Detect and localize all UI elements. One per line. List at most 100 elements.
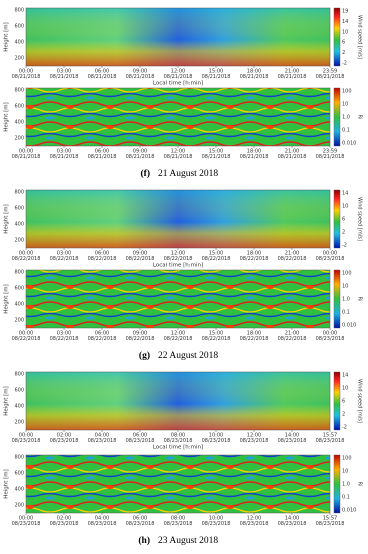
x-tick-date: 08/21/2018	[12, 74, 41, 80]
colorbar-tick-label: 2	[342, 230, 345, 236]
y-tick-label: 400	[14, 120, 24, 126]
x-tick-date: 08/21/2018	[50, 154, 79, 160]
y-tick-label: 600	[14, 471, 24, 477]
x-tick-time: 12:00	[171, 251, 185, 257]
x-tick-date: 08/21/2018	[88, 74, 117, 80]
x-tick-date: 08/23/2018	[240, 521, 269, 527]
x-tick-time: 15:00	[209, 69, 223, 75]
x-tick-time: 14:00	[285, 516, 299, 522]
x-tick-date: 08/22/2018	[126, 256, 155, 262]
x-tick-time: 00:00	[19, 331, 33, 337]
colorbar-tick-label: 10	[342, 29, 348, 35]
caption-label: (g)	[139, 350, 150, 361]
x-tick-date: 08/21/2018	[316, 74, 345, 80]
colorbar-tick-label: 0.1	[342, 128, 350, 134]
colorbar-label: Ri	[357, 115, 363, 120]
x-tick-date: 08/23/2018	[316, 256, 345, 262]
y-tick-label: 600	[14, 388, 24, 394]
y-tick-label: 600	[14, 104, 24, 110]
x-tick-date: 08/23/2018	[50, 521, 79, 527]
x-tick-time: 15:57	[323, 516, 337, 522]
caption: 23 August 2018	[158, 536, 218, 546]
caption: 21 August 2018	[158, 169, 218, 179]
y-axis-label: Height [m]	[4, 469, 10, 499]
y-tick-label: 800	[14, 455, 24, 461]
y-tick-label: 800	[14, 8, 24, 14]
x-tick-date: 08/23/2018	[316, 521, 345, 527]
colorbar-tick-label: 100	[342, 271, 352, 277]
x-tick-date: 08/22/2018	[126, 336, 155, 342]
x-tick-time: 09:00	[133, 251, 147, 257]
x-tick-time: 18:00	[247, 251, 261, 257]
x-tick-date: 08/23/2018	[240, 438, 269, 444]
x-tick-time: 09:00	[133, 69, 147, 75]
x-tick-time: 10:00	[209, 516, 223, 522]
x-tick-date: 08/21/2018	[240, 154, 269, 160]
x-tick-date: 08/23/2018	[164, 521, 193, 527]
x-tick-date: 08/21/2018	[12, 154, 41, 160]
x-tick-date: 08/22/2018	[88, 336, 117, 342]
x-tick-time: 00:00	[19, 149, 33, 155]
x-tick-time: 06:00	[133, 516, 147, 522]
y-tick-label: 200	[14, 503, 24, 509]
x-tick-time: 00:00	[19, 433, 33, 439]
x-tick-time: 03:00	[57, 69, 71, 75]
x-tick-date: 08/23/2018	[278, 521, 307, 527]
x-tick-time: 21:00	[285, 149, 299, 155]
x-tick-time: 12:00	[171, 149, 185, 155]
x-tick-time: 18:00	[247, 69, 261, 75]
x-tick-date: 08/21/2018	[88, 154, 117, 160]
x-tick-date: 08/22/2018	[12, 256, 41, 262]
x-axis-label: Local time [h:min]	[153, 81, 203, 87]
x-tick-date: 08/21/2018	[278, 74, 307, 80]
x-tick-date: 08/23/2018	[50, 438, 79, 444]
y-tick-label: 400	[14, 404, 24, 410]
x-tick-date: 08/22/2018	[50, 256, 79, 262]
y-axis-label: Height [m]	[4, 386, 10, 416]
x-tick-date: 08/22/2018	[278, 336, 307, 342]
x-tick-date: 08/22/2018	[240, 336, 269, 342]
x-tick-time: 04:00	[95, 516, 109, 522]
colorbar-tick-label: 10	[342, 102, 348, 108]
x-tick-time: 06:00	[95, 251, 109, 257]
colorbar-tick-label: 0.010	[342, 141, 356, 147]
x-tick-time: 09:00	[133, 149, 147, 155]
x-tick-time: 15:00	[209, 149, 223, 155]
x-tick-date: 08/22/2018	[240, 256, 269, 262]
x-tick-time: 04:00	[95, 433, 109, 439]
colorbar	[333, 87, 341, 147]
y-tick-label: 200	[14, 420, 24, 426]
y-tick-label: 800	[14, 270, 24, 276]
x-tick-date: 08/23/2018	[278, 438, 307, 444]
y-tick-label: 400	[14, 487, 24, 493]
y-tick-label: 600	[14, 24, 24, 30]
x-tick-time: 03:00	[57, 331, 71, 337]
colorbar-tick-label: 19	[342, 9, 348, 15]
x-tick-time: 02:00	[57, 433, 71, 439]
heatmap-overlay	[26, 372, 330, 430]
x-tick-date: 08/22/2018	[202, 336, 231, 342]
x-tick-date: 08/23/2018	[88, 521, 117, 527]
x-tick-time: 08:00	[171, 516, 185, 522]
colorbar-tick-label: -2	[342, 61, 347, 67]
colorbar	[333, 371, 341, 431]
x-tick-date: 08/23/2018	[126, 438, 155, 444]
x-tick-time: 18:00	[247, 149, 261, 155]
x-tick-date: 08/21/2018	[164, 154, 193, 160]
x-tick-time: 23:59	[323, 149, 337, 155]
x-tick-date: 08/23/2018	[202, 438, 231, 444]
x-tick-time: 02:00	[57, 516, 71, 522]
x-tick-date: 08/22/2018	[12, 336, 41, 342]
colorbar-tick-label: 6	[342, 217, 345, 223]
x-tick-date: 08/23/2018	[316, 336, 345, 342]
colorbar-tick-label: -2	[342, 425, 347, 431]
colorbar-tick-label: 14	[342, 191, 348, 197]
x-tick-date: 08/23/2018	[126, 521, 155, 527]
colorbar-label: Ri	[357, 482, 363, 487]
colorbar-tick-label: 0.1	[342, 495, 350, 501]
x-tick-time: 12:00	[247, 516, 261, 522]
y-tick-label: 200	[14, 56, 24, 62]
x-tick-time: 14:00	[285, 433, 299, 439]
colorbar-label: Ri	[357, 297, 363, 302]
caption: 22 August 2018	[158, 351, 218, 361]
